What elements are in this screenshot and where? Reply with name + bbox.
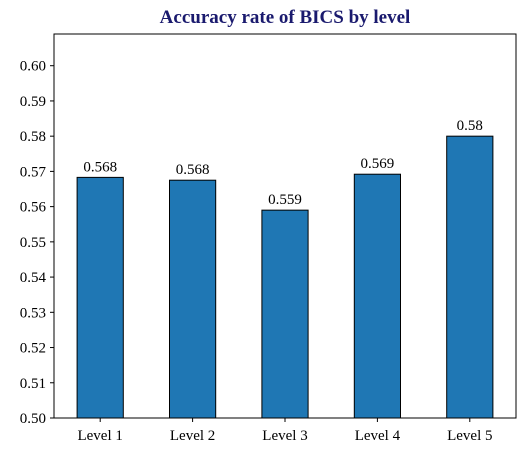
- bar-3: [261, 209, 309, 419]
- y-tick-label-8: 0.57: [20, 164, 47, 180]
- y-tick-label-4: 0.53: [20, 305, 46, 321]
- bar-2: [169, 179, 217, 419]
- y-tick-label-1: 0.50: [20, 411, 46, 427]
- x-tick-label-1: Level 1: [77, 428, 122, 444]
- chart-title: Accuracy rate of BICS by level: [160, 7, 411, 28]
- data-label-5: 0.58: [457, 118, 483, 134]
- bar-5: [446, 135, 494, 419]
- y-tick-label-6: 0.55: [20, 235, 46, 251]
- x-tick-label-3: Level 3: [262, 428, 307, 444]
- x-tick-label-4: Level 4: [355, 428, 401, 444]
- y-tick-label-2: 0.51: [20, 376, 46, 392]
- x-tick-label-5: Level 5: [447, 428, 492, 444]
- data-label-3: 0.559: [268, 192, 302, 208]
- x-tick-label-2: Level 2: [170, 428, 215, 444]
- data-label-2: 0.568: [176, 162, 210, 178]
- y-tick-label-7: 0.56: [20, 200, 47, 216]
- bar-1: [76, 176, 124, 419]
- bars-group: [76, 135, 494, 419]
- bar-4: [353, 173, 401, 419]
- y-axis: 0.50 0.51 0.52 0.53 0.54 0.55 0.56 0.57 0.58 0.59…: [20, 59, 54, 427]
- y-tick-label-11: 0.60: [20, 59, 46, 75]
- data-label-1: 0.568: [83, 159, 117, 175]
- y-tick-label-3: 0.52: [20, 341, 46, 357]
- data-labels-group: 0.568 0.568 0.559 0.569 0.58: [83, 118, 483, 208]
- y-tick-label-9: 0.58: [20, 129, 46, 145]
- data-label-4: 0.569: [361, 156, 395, 172]
- y-tick-label-10: 0.59: [20, 94, 46, 110]
- y-tick-label-5: 0.54: [20, 270, 47, 286]
- x-axis: Level 1 Level 2 Level 3 Level 4 Level 5: [77, 418, 493, 444]
